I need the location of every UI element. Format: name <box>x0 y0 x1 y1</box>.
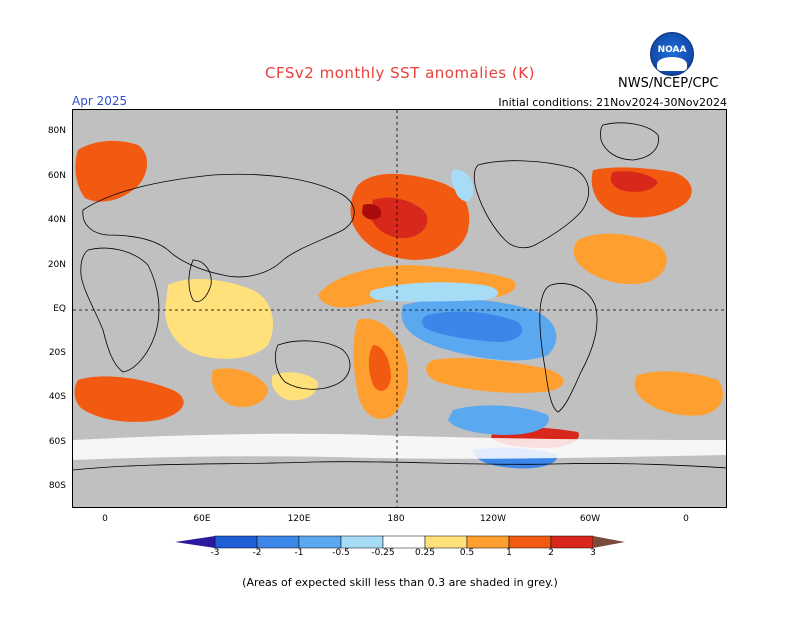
north-atlantic-core <box>610 171 658 192</box>
antarctica-outline <box>73 461 726 471</box>
colorbar-seg-4 <box>340 535 384 549</box>
colorbar-seg-3 <box>298 535 342 549</box>
lat-label-60s: 60S <box>48 437 66 447</box>
initial-conditions: Initial conditions: 21Nov2024-30Nov2024 <box>498 96 727 109</box>
equatorial-pacific-cool-core <box>422 311 522 342</box>
indian-ocean-weak-warm <box>165 278 273 359</box>
lat-label-80s: 80S <box>48 481 66 491</box>
colorbar-label-p05: 0.5 <box>459 548 475 558</box>
lon-label-120w: 120W <box>479 514 507 524</box>
colorbar-label-p1: 1 <box>506 548 512 558</box>
colorbar-label-p2: 2 <box>548 548 554 558</box>
lon-label-0: 0 <box>102 514 108 524</box>
colorbar-seg-1 <box>214 535 258 549</box>
lat-label-60n: 60N <box>47 171 66 181</box>
south-indian-warm-anomaly <box>74 376 184 422</box>
lon-label-180: 180 <box>387 514 405 524</box>
agency-label: NWS/NCEP/CPC <box>618 76 719 91</box>
south-indian-east-warm <box>211 368 268 408</box>
south-pacific-warm-core <box>368 345 391 391</box>
southeast-pacific-warm-anomaly <box>426 357 564 393</box>
north-pacific-hot-core <box>362 204 382 220</box>
tropical-atlantic-warm-anomaly <box>573 233 667 285</box>
colorbar-label-p025: 0.25 <box>414 548 436 558</box>
lon-label-120e: 120E <box>287 514 311 524</box>
south-america-outline <box>539 283 598 413</box>
greenland-outline <box>600 122 659 161</box>
colorbar-seg-9 <box>550 535 594 549</box>
colorbar-label-m025: -0.25 <box>371 548 395 558</box>
colorbar-label-m3: -3 <box>210 548 220 558</box>
india-outline <box>188 259 212 302</box>
southern-ocean-cool-anomaly <box>448 405 549 435</box>
lat-label-40n: 40N <box>47 215 66 225</box>
forecast-month: Apr 2025 <box>72 94 128 108</box>
lat-label-20s: 20S <box>48 348 66 358</box>
colorbar <box>175 535 625 549</box>
southern-ocean-neutral-strip <box>73 433 726 460</box>
lat-label-20n: 20N <box>47 260 66 270</box>
coastlines <box>73 122 726 471</box>
chart-title: CFSv2 monthly SST anomalies (K) <box>265 64 535 82</box>
australia-outline <box>274 340 351 390</box>
lat-label-40s: 40S <box>48 392 66 402</box>
colorbar-label-m2: -2 <box>252 548 262 558</box>
logo-bird-shape <box>657 57 687 71</box>
map-svg <box>73 110 726 507</box>
logo-text: NOAA <box>657 45 687 55</box>
colorbar-label-m1: -1 <box>294 548 304 558</box>
colorbar-seg-6 <box>424 535 468 549</box>
nordic-seas-warm-anomaly <box>75 140 148 202</box>
colorbar-label-m05: -0.5 <box>332 548 350 558</box>
colorbar-right-arrow <box>593 536 625 548</box>
lat-label-eq: EQ <box>53 304 66 314</box>
eurasia-outline <box>82 173 355 278</box>
lon-label-60w: 60W <box>579 514 601 524</box>
africa-outline <box>80 247 160 373</box>
south-atlantic-warm-anomaly <box>634 371 723 416</box>
colorbar-seg-5 <box>382 535 426 549</box>
north-pacific-core-anomaly <box>371 197 428 239</box>
lon-label-0-east: 0 <box>683 514 689 524</box>
colorbar-seg-8 <box>508 535 552 549</box>
noaa-logo-icon: NOAA <box>650 32 694 76</box>
skill-footnote: (Areas of expected skill less than 0.3 a… <box>242 576 558 589</box>
equatorial-light-cool-band <box>369 282 498 302</box>
colorbar-left-arrow <box>175 536 215 548</box>
colorbar-label-p3: 3 <box>590 548 596 558</box>
lon-label-60e: 60E <box>193 514 211 524</box>
lat-label-80n: 80N <box>47 126 66 136</box>
colorbar-seg-2 <box>256 535 300 549</box>
colorbar-seg-7 <box>466 535 510 549</box>
sst-anomaly-map <box>72 109 727 508</box>
north-america-outline <box>473 160 590 249</box>
northeast-pacific-cool-anomaly <box>451 169 474 202</box>
